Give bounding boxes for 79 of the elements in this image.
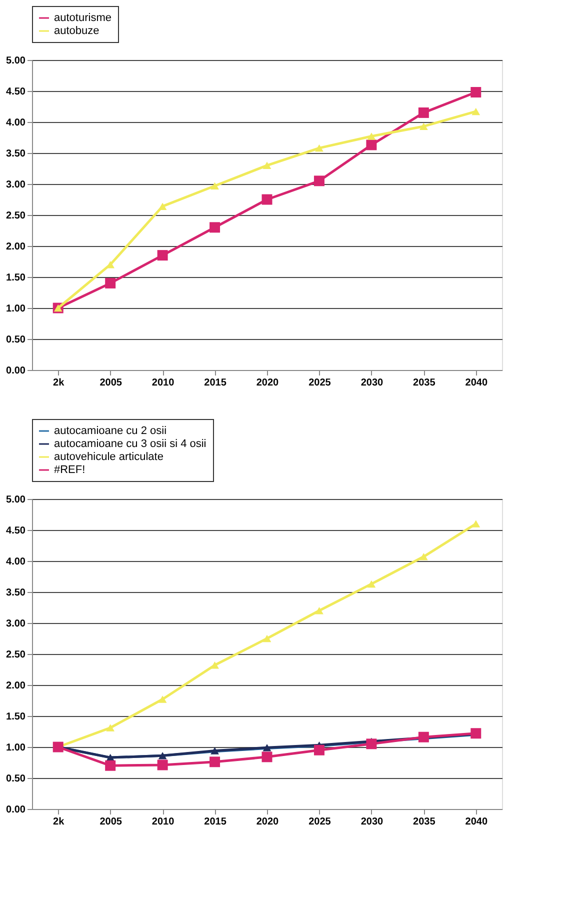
legend-label: #REF! — [54, 464, 86, 476]
legend-label: autovehicule articulate — [54, 451, 164, 463]
x-tick-label: 2005 — [100, 816, 122, 828]
y-tick-label: 2.50 — [6, 650, 26, 660]
y-tick-label: 4.00 — [6, 118, 26, 128]
x-tick-label: 2010 — [152, 816, 175, 828]
y-tick-label: 4.50 — [6, 526, 26, 536]
y-tick-label: 4.50 — [6, 86, 26, 98]
y-tick-label: 5.00 — [6, 494, 26, 506]
x-tick-label: 2025 — [308, 816, 332, 828]
y-tick-label: 0.00 — [6, 804, 26, 816]
y-tick-label: 2.50 — [6, 210, 26, 222]
y-tick-label: 0.50 — [6, 334, 26, 346]
point — [210, 182, 219, 190]
point — [418, 732, 429, 742]
point — [262, 752, 272, 762]
point — [210, 747, 219, 754]
point — [210, 756, 220, 768]
y-tick-label: 3.50 — [6, 148, 26, 160]
y-tick-label: 2.00 — [6, 242, 26, 252]
point — [419, 553, 428, 560]
x-tick-label: 2010 — [152, 378, 175, 388]
point — [106, 724, 115, 732]
point — [314, 744, 324, 756]
x-tick-label: 2030 — [360, 378, 384, 388]
x-tick-label: 2015 — [204, 378, 227, 388]
point — [262, 162, 272, 170]
point — [367, 580, 376, 588]
y-tick-label: 1.50 — [6, 272, 26, 284]
point — [158, 752, 167, 760]
point — [105, 760, 116, 771]
x-tick-label: 2005 — [100, 378, 122, 388]
x-tick-label: 2035 — [413, 816, 436, 828]
x-tick-label: 2040 — [465, 816, 488, 828]
point — [315, 144, 324, 152]
point — [157, 760, 168, 770]
x-tick-label: 2035 — [413, 378, 436, 388]
legend-label: autocamioane cu 2 osii — [54, 425, 167, 437]
point — [315, 606, 324, 614]
y-tick-label: 1.50 — [6, 712, 26, 722]
point — [419, 122, 428, 130]
x-tick-label: 2k — [53, 816, 65, 828]
point — [472, 108, 480, 116]
point — [418, 107, 429, 118]
y-tick-label: 1.00 — [6, 742, 26, 754]
point — [105, 278, 116, 288]
x-tick-label: 2020 — [256, 816, 280, 828]
y-tick-label: 0.00 — [6, 366, 26, 376]
point — [157, 250, 168, 261]
point — [366, 738, 377, 750]
legend-label: autoturisme — [54, 12, 112, 24]
y-tick-label: 3.50 — [6, 588, 26, 598]
x-tick-label: 2020 — [256, 378, 280, 388]
point — [210, 222, 220, 233]
x-tick-label: 2k — [53, 378, 65, 388]
y-tick-label: 2.00 — [6, 680, 26, 692]
point — [262, 744, 272, 752]
y-tick-label: 3.00 — [6, 618, 26, 630]
y-tick-label: 1.00 — [6, 304, 26, 314]
x-tick-label: 2040 — [465, 378, 488, 388]
point — [262, 634, 272, 642]
point — [367, 132, 376, 140]
y-tick-label: 5.00 — [6, 56, 26, 66]
x-tick-label: 2015 — [204, 816, 227, 828]
x-tick-label: 2025 — [308, 378, 332, 388]
point — [210, 662, 219, 669]
y-tick-label: 3.00 — [6, 180, 26, 190]
y-tick-label: 0.50 — [6, 774, 26, 784]
point — [158, 202, 167, 210]
legend-label: autobuze — [54, 25, 100, 37]
point — [314, 176, 324, 186]
y-tick-label: 4.00 — [6, 556, 26, 568]
x-tick-label: 2030 — [360, 816, 384, 828]
point — [262, 194, 272, 205]
point — [472, 520, 480, 528]
point — [366, 140, 377, 150]
point — [470, 86, 482, 98]
legend-label: autocamioane cu 3 osii si 4 osii — [54, 438, 206, 450]
point — [158, 696, 167, 703]
